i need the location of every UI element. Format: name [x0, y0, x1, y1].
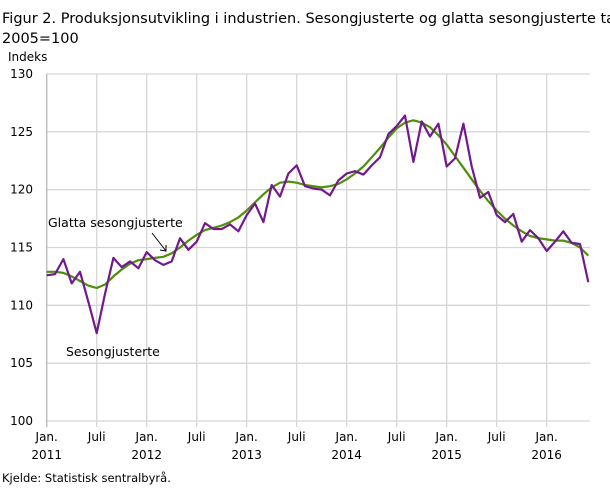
y-axis-ticks: 100 105 110 115 120 125 130 [10, 67, 33, 428]
x-axis-ticks: Jan. 2011 Juli Jan. 2012 Juli Jan. 2013 Juli Jan.… [31, 430, 562, 462]
x-tick-label: Juli [287, 430, 306, 444]
x-tick-label: Jan. [35, 430, 58, 444]
gridlines [47, 74, 590, 427]
y-tick-label: 115 [10, 241, 33, 255]
y-tick-label: 120 [10, 183, 33, 197]
annotation-arrow [152, 233, 166, 251]
y-tick-label: 105 [10, 356, 33, 370]
annotation-smoothed-label: Glatta sesongjusterte [48, 215, 183, 230]
annotation-seasonal-label: Sesongjusterte [66, 344, 160, 359]
x-tick-label: Juli [487, 430, 506, 444]
x-tick-year: 2011 [31, 448, 62, 462]
y-tick-label: 130 [10, 67, 33, 81]
x-tick-year: 2016 [531, 448, 562, 462]
x-tick-label: Juli [87, 430, 106, 444]
x-tick-label: Jan. [535, 430, 558, 444]
x-tick-year: 2012 [131, 448, 162, 462]
x-tick-label: Jan. [135, 430, 158, 444]
x-tick-year: 2013 [231, 448, 262, 462]
y-tick-label: 125 [10, 125, 33, 139]
x-tick-label: Juli [187, 430, 206, 444]
x-tick-label: Jan. [235, 430, 258, 444]
y-axis-label: Indeks [8, 50, 47, 64]
x-tick-label: Jan. [435, 430, 458, 444]
x-tick-year: 2015 [431, 448, 462, 462]
chart-title-line1: Figur 2. Produksjonsutvikling i industri… [2, 11, 610, 27]
chart-title-line2: 2005=100 [2, 31, 79, 47]
x-tick-label: Juli [387, 430, 406, 444]
source-note: Kjelde: Statistisk sentralbyrå. [2, 471, 171, 485]
y-tick-label: 110 [10, 298, 33, 312]
y-tick-label: 100 [10, 414, 33, 428]
x-tick-year: 2014 [331, 448, 362, 462]
x-tick-label: Jan. [335, 430, 358, 444]
